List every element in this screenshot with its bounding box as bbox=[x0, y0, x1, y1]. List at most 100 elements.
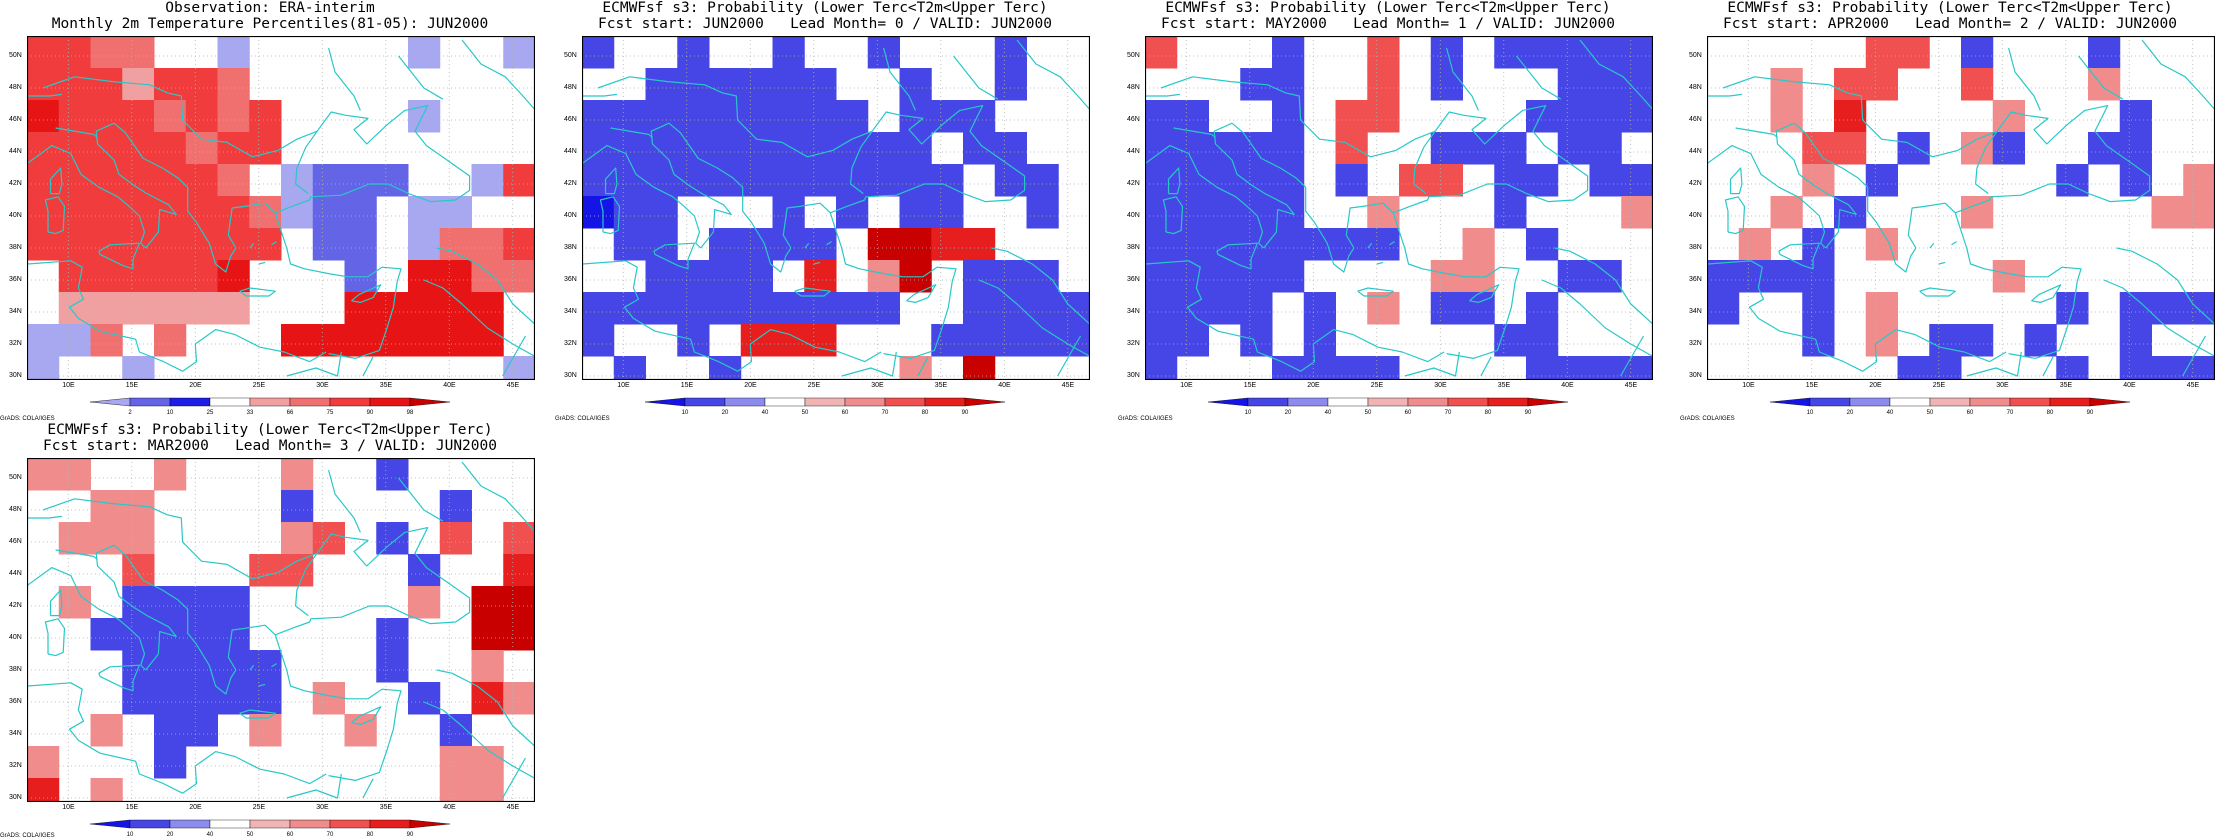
grid-cell bbox=[376, 522, 409, 555]
panel-title: Observation: ERA-interim Monthly 2m Tempe… bbox=[0, 0, 540, 32]
grid-cell bbox=[1589, 164, 1622, 197]
grid-cell bbox=[471, 618, 504, 651]
coastline bbox=[49, 167, 63, 195]
coastline bbox=[782, 202, 957, 359]
grid-cell bbox=[1557, 132, 1590, 165]
coastline bbox=[275, 527, 471, 636]
colorbar-swatch bbox=[329, 819, 371, 829]
grid-cell bbox=[90, 490, 123, 523]
grid-cell bbox=[217, 682, 250, 715]
coastline bbox=[44, 196, 66, 235]
grid-cell bbox=[2088, 36, 2121, 69]
coastline bbox=[351, 706, 382, 725]
lat-tick-label: 38N bbox=[1689, 244, 1702, 251]
grid-cell bbox=[1176, 324, 1209, 357]
coastline bbox=[95, 122, 177, 249]
grid-cell bbox=[740, 164, 773, 197]
grid-cell bbox=[836, 100, 869, 133]
grid-cell bbox=[1494, 196, 1527, 229]
colorbar-label: 10 bbox=[1245, 410, 1252, 416]
grid-cell bbox=[344, 228, 377, 261]
lon-tick-label: 30E bbox=[871, 382, 884, 389]
lon-tick-label: 40E bbox=[1561, 382, 1574, 389]
grid-cell bbox=[1834, 100, 1867, 133]
grid-cell bbox=[27, 324, 60, 357]
grid-cell bbox=[408, 324, 441, 357]
colorbar-label: 10 bbox=[127, 832, 134, 838]
grid-cell bbox=[677, 100, 710, 133]
grid-cell bbox=[408, 682, 441, 715]
grid-cell bbox=[582, 164, 615, 197]
coastline bbox=[286, 773, 342, 799]
grid-cell bbox=[408, 586, 441, 619]
colorbar-label: 40 bbox=[1887, 410, 1894, 416]
grid-cell bbox=[677, 132, 710, 165]
coastline bbox=[27, 260, 327, 372]
colorbar-label: 80 bbox=[2047, 410, 2054, 416]
grid-cell bbox=[994, 132, 1027, 165]
grid-cell bbox=[1176, 164, 1209, 197]
grid-cell bbox=[867, 164, 900, 197]
grid-cell bbox=[1707, 292, 1740, 325]
colorbar-label: 70 bbox=[882, 410, 889, 416]
panel-title: ECMWFsf s3: Probability (Lower Terc<T2m<… bbox=[1680, 0, 2220, 32]
grid-cell bbox=[1494, 132, 1527, 165]
grid-cell bbox=[439, 746, 472, 779]
grid-cell bbox=[2119, 100, 2152, 133]
grid-cell bbox=[439, 522, 472, 555]
colorbar: 10 20 40 50 60 70 80 90 bbox=[1198, 397, 1578, 416]
lat-tick-label: 46N bbox=[1689, 116, 1702, 123]
coastline bbox=[249, 664, 255, 671]
lat-tick-label: 36N bbox=[1689, 276, 1702, 283]
colorbar-label: 20 bbox=[1285, 410, 1292, 416]
map-area bbox=[582, 36, 1090, 380]
map-area bbox=[27, 458, 535, 802]
lon-tick-label: 20E bbox=[1869, 382, 1882, 389]
lon-tick-label: 35E bbox=[379, 382, 393, 389]
map-svg bbox=[27, 36, 535, 380]
coastline bbox=[1579, 39, 1653, 111]
grid-cell bbox=[471, 292, 504, 325]
colorbar-label: 60 bbox=[1405, 410, 1412, 416]
coastline bbox=[1357, 287, 1394, 297]
grid-cell bbox=[312, 164, 345, 197]
lon-tick-label: 25E bbox=[807, 382, 821, 389]
grid-cell bbox=[1240, 260, 1273, 293]
grid-cell bbox=[1240, 324, 1273, 357]
coastline bbox=[668, 122, 792, 273]
colorbar-label: 70 bbox=[327, 832, 334, 838]
colorbar-swatch bbox=[129, 819, 171, 829]
grid-cell bbox=[1176, 228, 1209, 261]
coastline bbox=[1393, 105, 1589, 214]
grid-cell bbox=[58, 164, 91, 197]
grid-cell bbox=[899, 196, 932, 229]
grid-cell bbox=[645, 260, 678, 293]
colorbar-swatch bbox=[249, 397, 291, 407]
grid-cell bbox=[1621, 164, 1653, 197]
coastline bbox=[650, 122, 732, 249]
grid-cell bbox=[122, 554, 155, 587]
grid-cell bbox=[154, 324, 187, 357]
grid-cell bbox=[1335, 164, 1368, 197]
coastline bbox=[1735, 127, 1778, 139]
grid-cell bbox=[1145, 260, 1178, 293]
grid-cell bbox=[90, 36, 123, 69]
grid-cell bbox=[740, 68, 773, 101]
grid-cell bbox=[344, 164, 377, 197]
grid-cell bbox=[1272, 132, 1305, 165]
grid-cell bbox=[439, 324, 472, 357]
lat-tick-label: 44N bbox=[9, 570, 22, 577]
grid-cell bbox=[217, 618, 250, 651]
grid-cell bbox=[709, 164, 742, 197]
colorbar-swatch bbox=[1929, 397, 1971, 407]
lat-tick-label: 40N bbox=[1689, 212, 1702, 219]
lon-tick-label: 35E bbox=[2059, 382, 2073, 389]
grid-cell bbox=[994, 324, 1027, 357]
colorbar-label: 20 bbox=[1847, 410, 1854, 416]
grid-cell bbox=[1367, 292, 1400, 325]
grid-cell bbox=[1335, 132, 1368, 165]
coastline bbox=[44, 618, 66, 657]
panel-forecast-lead-3: ECMWFsf s3: Probability (Lower Terc<T2m<… bbox=[0, 422, 540, 839]
grid-cell bbox=[154, 100, 187, 133]
colorbar-swatch bbox=[724, 397, 766, 407]
